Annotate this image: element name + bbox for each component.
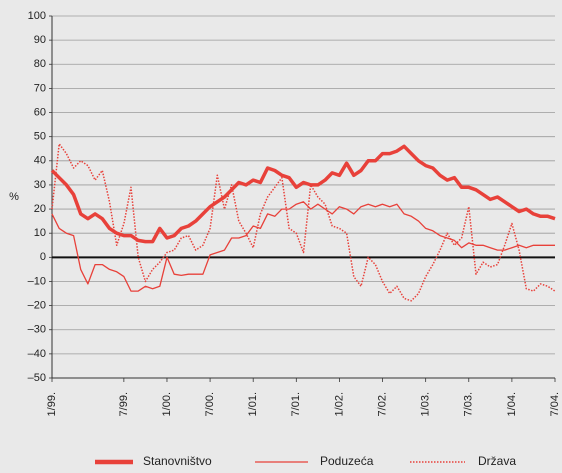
y-tick-label: –20 (28, 300, 46, 312)
x-tick-label: 1/02. (333, 392, 345, 416)
y-tick-label: –50 (28, 372, 46, 384)
series-line (50, 144, 556, 244)
y-axis-label: % (9, 191, 19, 203)
x-tick-label: 1/99. (46, 392, 58, 416)
y-tick-label: 70 (34, 82, 46, 94)
y-tick-label: 60 (34, 106, 46, 118)
x-tick-label: 7/04. (549, 392, 561, 416)
y-tick-label: –10 (28, 275, 46, 287)
legend-label: Poduzeća (320, 454, 374, 468)
y-tick-label: 80 (34, 58, 46, 70)
legend-label: Stanovništvo (143, 454, 212, 468)
x-tick-label: 1/00. (161, 392, 173, 416)
x-tick-label: 1/04. (506, 392, 518, 416)
y-tick-label: 50 (34, 131, 46, 143)
y-tick-label: 90 (34, 34, 46, 46)
x-tick-label: 7/03. (463, 392, 475, 416)
y-tick-label: –40 (28, 348, 46, 360)
x-tick-label: 7/99. (118, 392, 130, 416)
x-tick-label: 7/02. (376, 392, 388, 416)
x-tick-label: 1/01. (247, 392, 259, 416)
series-line (51, 143, 556, 302)
x-tick-label: 7/01. (290, 392, 302, 416)
y-tick-label: 10 (34, 227, 46, 239)
x-tick-label: 7/00. (204, 392, 216, 416)
y-tick-label: 40 (34, 155, 46, 167)
y-tick-label: 100 (28, 10, 46, 22)
y-tick-label: 30 (34, 179, 46, 191)
y-tick-label: 0 (40, 251, 46, 263)
y-tick-label: 20 (34, 203, 46, 215)
legend-label: Država (478, 454, 516, 468)
x-tick-label: 1/03. (420, 392, 432, 416)
series-line (51, 201, 555, 292)
y-tick-label: –30 (28, 324, 46, 336)
